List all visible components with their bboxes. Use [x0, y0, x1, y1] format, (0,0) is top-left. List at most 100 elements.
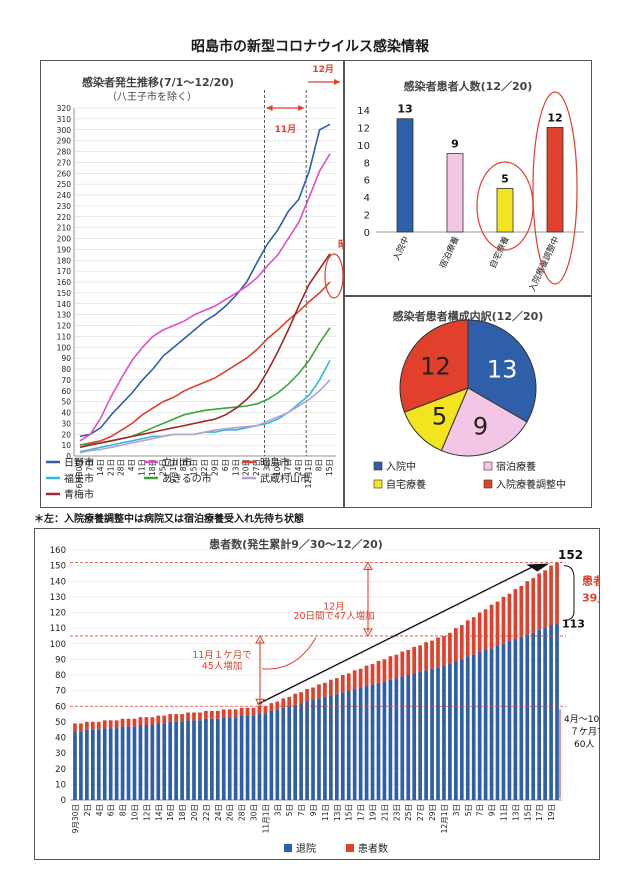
- bar-discharged: [340, 692, 345, 800]
- bar-discharged: [430, 668, 434, 800]
- y-tick-label: 170: [57, 267, 72, 276]
- cumulative-chart-title: 患者数(発生累計9／30～12／20): [209, 537, 383, 551]
- series-line: [79, 153, 331, 442]
- legend-swatch: [373, 461, 383, 471]
- x-tick-label: 11月1日: [261, 804, 270, 833]
- bar-patients: [525, 581, 530, 635]
- bar-discharged: [537, 629, 542, 800]
- x-tick-label: 7日: [297, 804, 306, 816]
- bar-patients: [227, 709, 232, 718]
- y-tick-label: 20: [55, 765, 66, 775]
- bar-patients: [210, 710, 214, 719]
- bar-patients: [317, 684, 321, 699]
- bar-discharged: [73, 731, 77, 800]
- bar-discharged: [287, 706, 292, 800]
- bar-discharged: [305, 701, 309, 800]
- x-tick-label: 20日: [242, 459, 251, 476]
- bar-patients: [108, 720, 113, 729]
- y-tick-label: 30: [55, 749, 66, 759]
- discharged-label: 113: [562, 617, 585, 630]
- pie-value-label: 13: [487, 355, 518, 383]
- bar-discharged: [102, 728, 107, 800]
- bar-patients: [436, 637, 440, 668]
- bar-discharged: [501, 643, 506, 800]
- early-note-line3: 60人: [574, 739, 594, 750]
- bar-patients: [477, 612, 482, 652]
- bar-discharged: [459, 659, 464, 800]
- x-tick-label: 12月1日: [304, 459, 313, 488]
- legend-label: あきるの市: [162, 472, 212, 485]
- bar-discharged: [400, 676, 405, 800]
- y-tick-label: 10: [55, 780, 66, 790]
- trend-arrow-head: [526, 563, 550, 572]
- bar-patients: [79, 723, 83, 732]
- y-tick-label: 140: [50, 577, 66, 587]
- bar-patients: [162, 715, 167, 724]
- x-tick-label: 8日: [119, 804, 128, 816]
- x-tick-label: 13日: [333, 804, 342, 821]
- bar-discharged: [221, 717, 226, 800]
- bar-patients: [412, 646, 417, 674]
- y-tick-label: 120: [57, 322, 72, 331]
- bar-discharged: [227, 717, 232, 800]
- bar-patients: [400, 651, 405, 677]
- y-tick-label: 310: [57, 115, 72, 124]
- x-tick-label: 12月1日: [440, 804, 449, 833]
- pie-slice: [399, 319, 469, 413]
- bar-patients: [114, 720, 119, 729]
- nov-note-line2: 45人増加: [202, 660, 243, 672]
- legend-swatch: [373, 479, 383, 489]
- y-tick-label: 230: [57, 202, 72, 211]
- bar-discharged: [454, 660, 458, 800]
- x-tick-label: 2日: [83, 804, 92, 816]
- dec-increase-arrow-head: [363, 628, 373, 637]
- bar-patients: [102, 720, 107, 729]
- y-tick-label: 100: [57, 343, 72, 352]
- legend-label: 昭島市: [260, 456, 290, 469]
- bar-discharged: [180, 721, 184, 800]
- bar-patients: [430, 640, 434, 669]
- x-tick-label: 23日: [392, 804, 401, 821]
- pie-value-label: 5: [432, 402, 447, 430]
- bar-patients: [174, 714, 178, 722]
- y-tick-label: 300: [57, 126, 72, 135]
- x-tick-label: 22日: [202, 804, 211, 821]
- bar-patients: [406, 650, 411, 675]
- data-label: 9: [451, 138, 459, 151]
- bar-patients: [555, 562, 559, 624]
- bar: [496, 188, 514, 233]
- bar-patients: [424, 642, 428, 671]
- x-tick-label: 9月30日: [71, 804, 80, 833]
- bar-discharged: [90, 729, 95, 800]
- nov-pointer: [261, 637, 317, 670]
- bar-discharged: [114, 728, 119, 800]
- bar-discharged: [144, 725, 149, 800]
- y-tick-label: 90: [55, 655, 66, 665]
- bar-patients: [90, 721, 95, 730]
- y-tick-label: 270: [57, 158, 72, 167]
- y-tick-label: 260: [57, 169, 72, 178]
- bar-patients: [382, 659, 387, 682]
- bar-patients: [370, 664, 375, 685]
- y-tick-label: 180: [57, 256, 72, 265]
- y-tick-label: 130: [50, 593, 66, 603]
- bar-discharged: [215, 718, 220, 800]
- bar-patients: [329, 679, 333, 696]
- y-tick-label: 12: [357, 123, 370, 134]
- bar-patients: [281, 698, 286, 708]
- highlight-ellipse: [532, 91, 578, 285]
- x-tick-label: 15日: [325, 459, 334, 476]
- x-tick-label: 12日: [142, 804, 151, 821]
- line-chart-panel: [40, 60, 344, 508]
- bar-patients: [275, 701, 280, 710]
- y-tick-label: 220: [57, 213, 72, 222]
- x-tick-label: 13日: [511, 804, 520, 821]
- nov-increase-arrow-head: [255, 698, 265, 708]
- bar-patients: [323, 682, 327, 697]
- bar-discharged: [358, 687, 363, 800]
- legend-label: 福生市: [64, 472, 94, 485]
- patient-bar-chart: 感染者患者人数(12／20) 0 2 4 6 8 10 12 14 13 入院中 9 宿泊療養 5 自宅療養…: [357, 79, 584, 293]
- bar-patients: [186, 712, 190, 721]
- nov-arrow-head: [298, 105, 305, 111]
